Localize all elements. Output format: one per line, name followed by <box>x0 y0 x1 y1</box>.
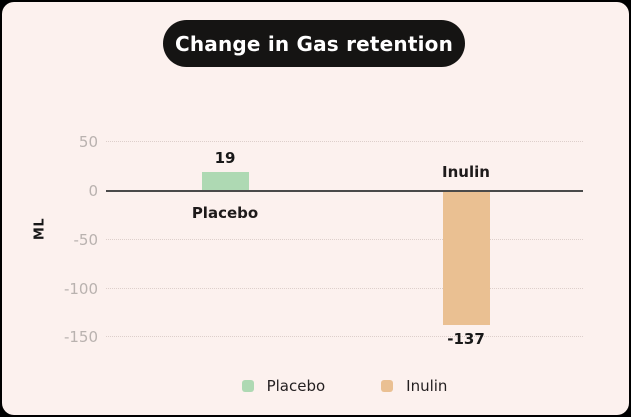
zero-axis-line <box>106 190 583 192</box>
bar-placebo <box>201 172 249 191</box>
y-tick-label-0: 0 <box>88 182 98 200</box>
y-tick-label--150: -150 <box>63 328 98 347</box>
legend-label-placebo: Placebo <box>266 377 326 395</box>
legend: Placebo Inulin <box>106 373 583 399</box>
legend-item-placebo: Placebo <box>241 377 326 395</box>
legend-item-inulin: Inulin <box>381 377 447 395</box>
bar-category-label-placebo: Placebo <box>191 204 259 222</box>
gridline-50 <box>106 141 583 143</box>
chart-title-pill: Change in Gas retention <box>163 20 465 67</box>
bar-value-label-inulin: -137 <box>447 329 485 348</box>
chart-title: Change in Gas retention <box>174 31 454 56</box>
bar-category-label-inulin: Inulin <box>442 163 490 181</box>
y-tick-label--50: -50 <box>73 230 99 249</box>
gridline--100 <box>106 287 583 289</box>
y-tick-label--100: -100 <box>63 279 98 298</box>
bar-value-label-placebo: 19 <box>214 149 236 168</box>
gridline--150 <box>106 336 583 338</box>
y-tick-label-50: 50 <box>78 133 98 152</box>
legend-swatch-placebo <box>241 380 254 392</box>
bar-inulin <box>442 191 490 325</box>
legend-label-inulin: Inulin <box>406 377 448 395</box>
legend-swatch-inulin <box>381 380 394 392</box>
gridline--50 <box>106 238 583 240</box>
